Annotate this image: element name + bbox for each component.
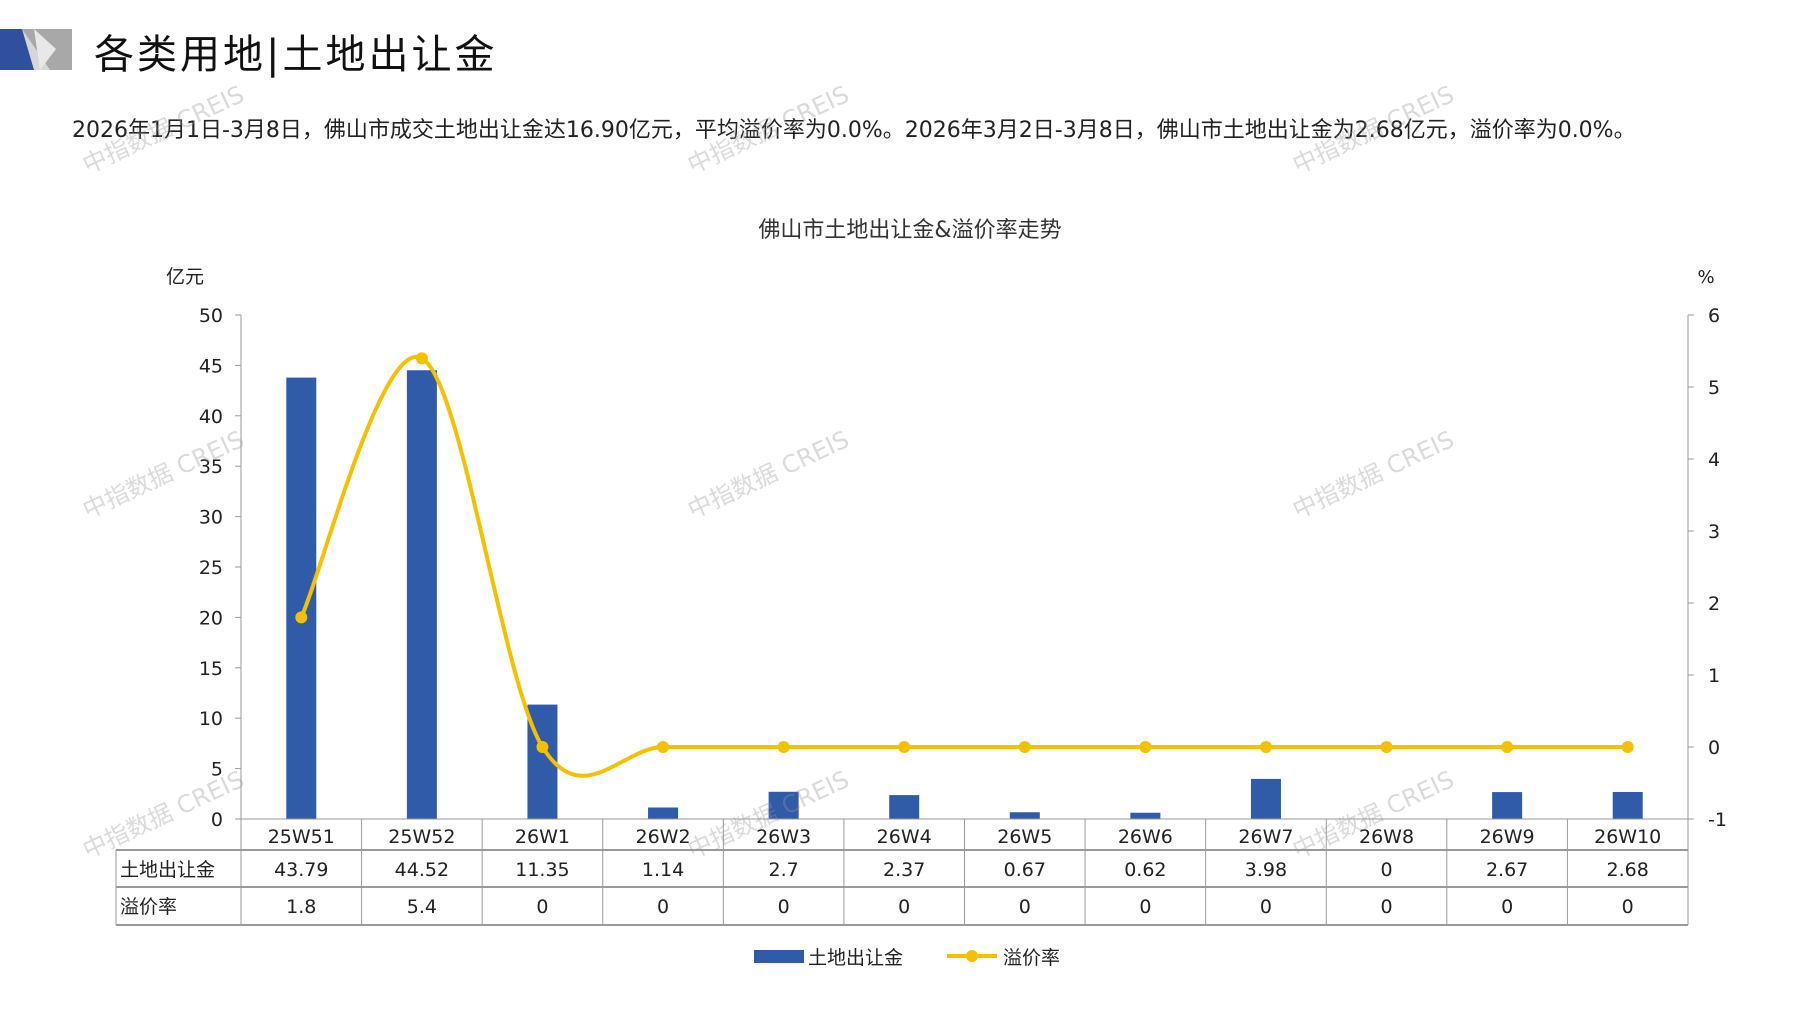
chart-title: 佛山市土地出让金&溢价率走势 (758, 218, 1062, 243)
category-label: 26W9 (1480, 826, 1535, 848)
bar-26W10 (1612, 791, 1643, 819)
bar-25W52 (406, 370, 437, 819)
table-row-header: 溢价率 (120, 896, 177, 918)
table-cell-amount: 44.52 (395, 859, 449, 881)
left-tick-label: 35 (199, 456, 223, 478)
left-tick-label: 50 (199, 305, 223, 327)
line-point-26W9 (1501, 741, 1514, 753)
table-cell-amount: 2.67 (1486, 859, 1528, 881)
bar-26W2 (648, 807, 679, 819)
table-cell-rate: 0 (1380, 896, 1392, 918)
summary-text: 2026年1月1日-3月8日，佛山市成交土地出让金达16.90亿元，平均溢价率为… (72, 118, 1636, 143)
table-cell-rate: 0 (1501, 896, 1513, 918)
bar-25W51 (286, 377, 317, 819)
line-point-26W8 (1380, 741, 1393, 753)
line-point-26W7 (1259, 741, 1272, 753)
category-label: 26W7 (1238, 826, 1293, 848)
left-tick-label: 30 (199, 507, 223, 529)
bar-26W7 (1250, 778, 1281, 819)
right-tick-label: 6 (1708, 305, 1720, 327)
table-cell-amount: 11.35 (515, 859, 569, 881)
page-title: 各类用地|土地出让金 (94, 32, 498, 78)
table-cell-rate: 0 (536, 896, 548, 918)
table-cell-amount: 2.37 (883, 859, 925, 881)
bar-26W3 (768, 791, 799, 819)
line-point-26W6 (1139, 741, 1152, 753)
premium-rate-line (299, 354, 1628, 778)
table-cell-rate: 0 (1622, 896, 1634, 918)
left-tick-label: 15 (199, 658, 223, 680)
category-label: 26W2 (636, 826, 691, 848)
legend-bar-swatch (754, 950, 804, 963)
category-label: 25W51 (268, 826, 335, 848)
line-point-25W51 (295, 611, 308, 624)
category-label: 26W3 (756, 826, 811, 848)
line-point-26W3 (777, 741, 790, 753)
table-cell-amount: 2.7 (769, 859, 799, 881)
category-label: 26W10 (1594, 826, 1661, 848)
right-tick-label: -1 (1708, 809, 1727, 831)
bar-26W5 (1009, 812, 1040, 819)
left-axis-unit: 亿元 (166, 266, 204, 288)
left-tick-label: 0 (211, 809, 223, 831)
left-tick-label: 45 (199, 355, 223, 377)
line-point-25W52 (415, 352, 428, 365)
right-tick-label: 1 (1708, 665, 1720, 687)
left-tick-label: 5 (211, 759, 223, 781)
line-point-26W10 (1621, 741, 1634, 753)
table-cell-rate: 0 (657, 896, 669, 918)
category-label: 26W4 (877, 826, 932, 848)
table-cell-rate: 5.4 (407, 896, 437, 918)
left-tick-label: 25 (199, 557, 223, 579)
table-cell-rate: 0 (778, 896, 790, 918)
table-cell-rate: 0 (1260, 896, 1272, 918)
legend-line-marker (966, 950, 978, 962)
line-point-26W4 (898, 741, 911, 753)
table-cell-rate: 1.8 (286, 896, 316, 918)
table-cell-amount: 0.67 (1004, 859, 1046, 881)
table-cell-amount: 0 (1380, 859, 1392, 881)
line-point-26W1 (536, 741, 549, 753)
bar-26W6 (1130, 812, 1161, 819)
table-cell-amount: 0.62 (1124, 859, 1166, 881)
right-tick-label: 5 (1708, 377, 1720, 399)
bar-26W9 (1492, 792, 1523, 819)
table-cell-rate: 0 (898, 896, 910, 918)
line-point-26W5 (1018, 741, 1031, 753)
table-cell-rate: 0 (1019, 896, 1031, 918)
table-cell-amount: 2.68 (1607, 859, 1649, 881)
right-tick-label: 0 (1708, 737, 1720, 759)
left-tick-label: 40 (199, 406, 223, 428)
table-cell-amount: 43.79 (274, 859, 328, 881)
table-row-header: 土地出让金 (120, 859, 215, 881)
right-tick-label: 4 (1708, 449, 1720, 471)
category-label: 26W1 (515, 826, 570, 848)
section-logo-icon (0, 29, 72, 70)
table-cell-amount: 3.98 (1245, 859, 1287, 881)
left-tick-label: 10 (199, 708, 223, 730)
legend-bar-label: 土地出让金 (808, 947, 903, 969)
line-point-26W2 (657, 741, 670, 753)
category-label: 26W8 (1359, 826, 1414, 848)
right-tick-label: 2 (1708, 593, 1720, 615)
category-label: 25W52 (388, 826, 455, 848)
category-label: 26W5 (997, 826, 1052, 848)
left-tick-label: 20 (199, 607, 223, 629)
legend-line-label: 溢价率 (1003, 947, 1060, 969)
right-tick-label: 3 (1708, 521, 1720, 543)
right-axis-unit: % (1697, 267, 1714, 288)
category-label: 26W6 (1118, 826, 1173, 848)
bar-26W4 (889, 795, 920, 819)
table-cell-rate: 0 (1139, 896, 1151, 918)
table-cell-amount: 1.14 (642, 859, 684, 881)
